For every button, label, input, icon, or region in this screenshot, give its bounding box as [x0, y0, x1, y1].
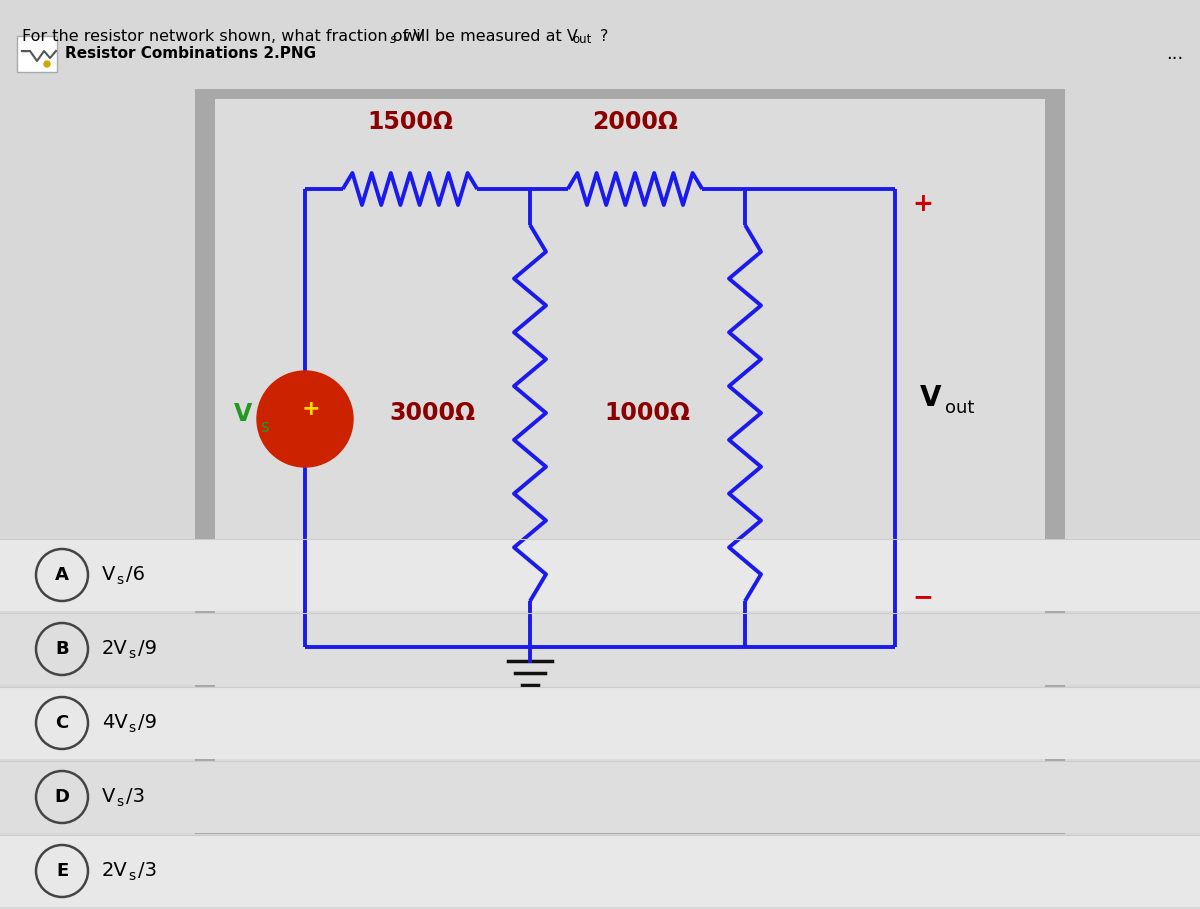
FancyBboxPatch shape — [194, 89, 1066, 834]
FancyBboxPatch shape — [0, 613, 1200, 685]
FancyBboxPatch shape — [0, 835, 1200, 907]
Text: s: s — [128, 869, 136, 883]
Circle shape — [44, 61, 50, 67]
Text: will be measured at V: will be measured at V — [398, 29, 578, 44]
Text: /3: /3 — [138, 862, 157, 881]
Text: out: out — [572, 33, 592, 46]
Text: s: s — [116, 573, 124, 587]
Text: 4V: 4V — [102, 714, 127, 733]
FancyBboxPatch shape — [0, 539, 1200, 611]
Text: s: s — [128, 647, 136, 661]
Text: 3000Ω: 3000Ω — [389, 401, 475, 425]
Text: s: s — [260, 418, 269, 436]
Text: /6: /6 — [126, 565, 145, 584]
Text: −: − — [305, 425, 317, 441]
Text: /9: /9 — [138, 640, 157, 658]
FancyBboxPatch shape — [17, 36, 58, 72]
Text: s: s — [128, 721, 136, 735]
FancyBboxPatch shape — [0, 761, 1200, 833]
Text: B: B — [55, 640, 68, 658]
Text: Resistor Combinations 2.PNG: Resistor Combinations 2.PNG — [65, 46, 316, 62]
Text: 1500Ω: 1500Ω — [367, 110, 452, 134]
Text: ?: ? — [600, 29, 608, 44]
Text: ...: ... — [1166, 45, 1183, 63]
Text: 2V: 2V — [102, 862, 127, 881]
Text: C: C — [55, 714, 68, 732]
Text: /9: /9 — [138, 714, 157, 733]
Circle shape — [257, 371, 353, 467]
FancyBboxPatch shape — [215, 99, 1045, 819]
Text: V: V — [102, 787, 115, 806]
Text: V: V — [920, 384, 942, 412]
Text: V: V — [102, 565, 115, 584]
Text: 1000Ω: 1000Ω — [604, 401, 690, 425]
FancyBboxPatch shape — [0, 687, 1200, 759]
Text: 2000Ω: 2000Ω — [592, 110, 678, 134]
Text: For the resistor network shown, what fraction of V: For the resistor network shown, what fra… — [22, 29, 425, 44]
Text: A: A — [55, 566, 68, 584]
Text: out: out — [946, 399, 974, 417]
Text: /3: /3 — [126, 787, 145, 806]
Text: +: + — [912, 192, 934, 216]
Text: E: E — [56, 862, 68, 880]
Text: 2V: 2V — [102, 640, 127, 658]
Text: D: D — [54, 788, 70, 806]
Text: s: s — [116, 795, 124, 809]
Text: s: s — [390, 33, 396, 46]
Text: −: − — [912, 585, 934, 609]
Text: +: + — [301, 399, 320, 419]
Text: V: V — [234, 402, 252, 426]
